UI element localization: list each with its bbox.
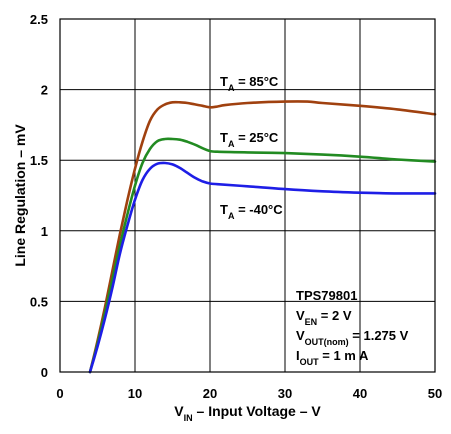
grid-lines — [60, 19, 435, 372]
series-lines — [88, 100, 437, 374]
series-label: TA = -40°C — [220, 202, 283, 221]
x-tick-label: 20 — [203, 386, 217, 401]
x-axis-title: VIN – Input Voltage – V — [174, 403, 321, 423]
series-label: TA = 25°C — [220, 130, 279, 149]
x-tick-label: 0 — [56, 386, 63, 401]
series-line — [88, 137, 437, 374]
y-tick-label: 1.5 — [30, 153, 48, 168]
condition-line: IOUT = 1 m A — [296, 348, 369, 367]
condition-line: VEN = 2 V — [296, 308, 352, 327]
y-tick-labels: 0 0.5 1 1.5 2 2.5 — [30, 12, 48, 380]
x-tick-labels: 0 10 20 30 40 50 — [56, 386, 442, 401]
x-tick-label: 40 — [353, 386, 367, 401]
y-tick-label: 1 — [41, 224, 48, 239]
x-tick-label: 10 — [128, 386, 142, 401]
series-label: TA = 85°C — [220, 74, 279, 93]
y-tick-label: 2.5 — [30, 12, 48, 27]
condition-line: VOUT(nom) = 1.275 V — [296, 328, 409, 347]
plot-frame — [59, 18, 436, 373]
series-line — [88, 161, 437, 374]
series-labels: TA = 85°C TA = 25°C TA = -40°C — [220, 74, 283, 221]
condition-line: TPS79801 — [296, 288, 357, 303]
x-tick-label: 50 — [428, 386, 442, 401]
y-tick-label: 0 — [41, 365, 48, 380]
y-tick-label: 0.5 — [30, 294, 48, 309]
x-tick-label: 30 — [278, 386, 292, 401]
series-line — [88, 100, 437, 374]
y-axis-title: Line Regulation – mV — [12, 124, 28, 267]
y-tick-label: 2 — [41, 83, 48, 98]
